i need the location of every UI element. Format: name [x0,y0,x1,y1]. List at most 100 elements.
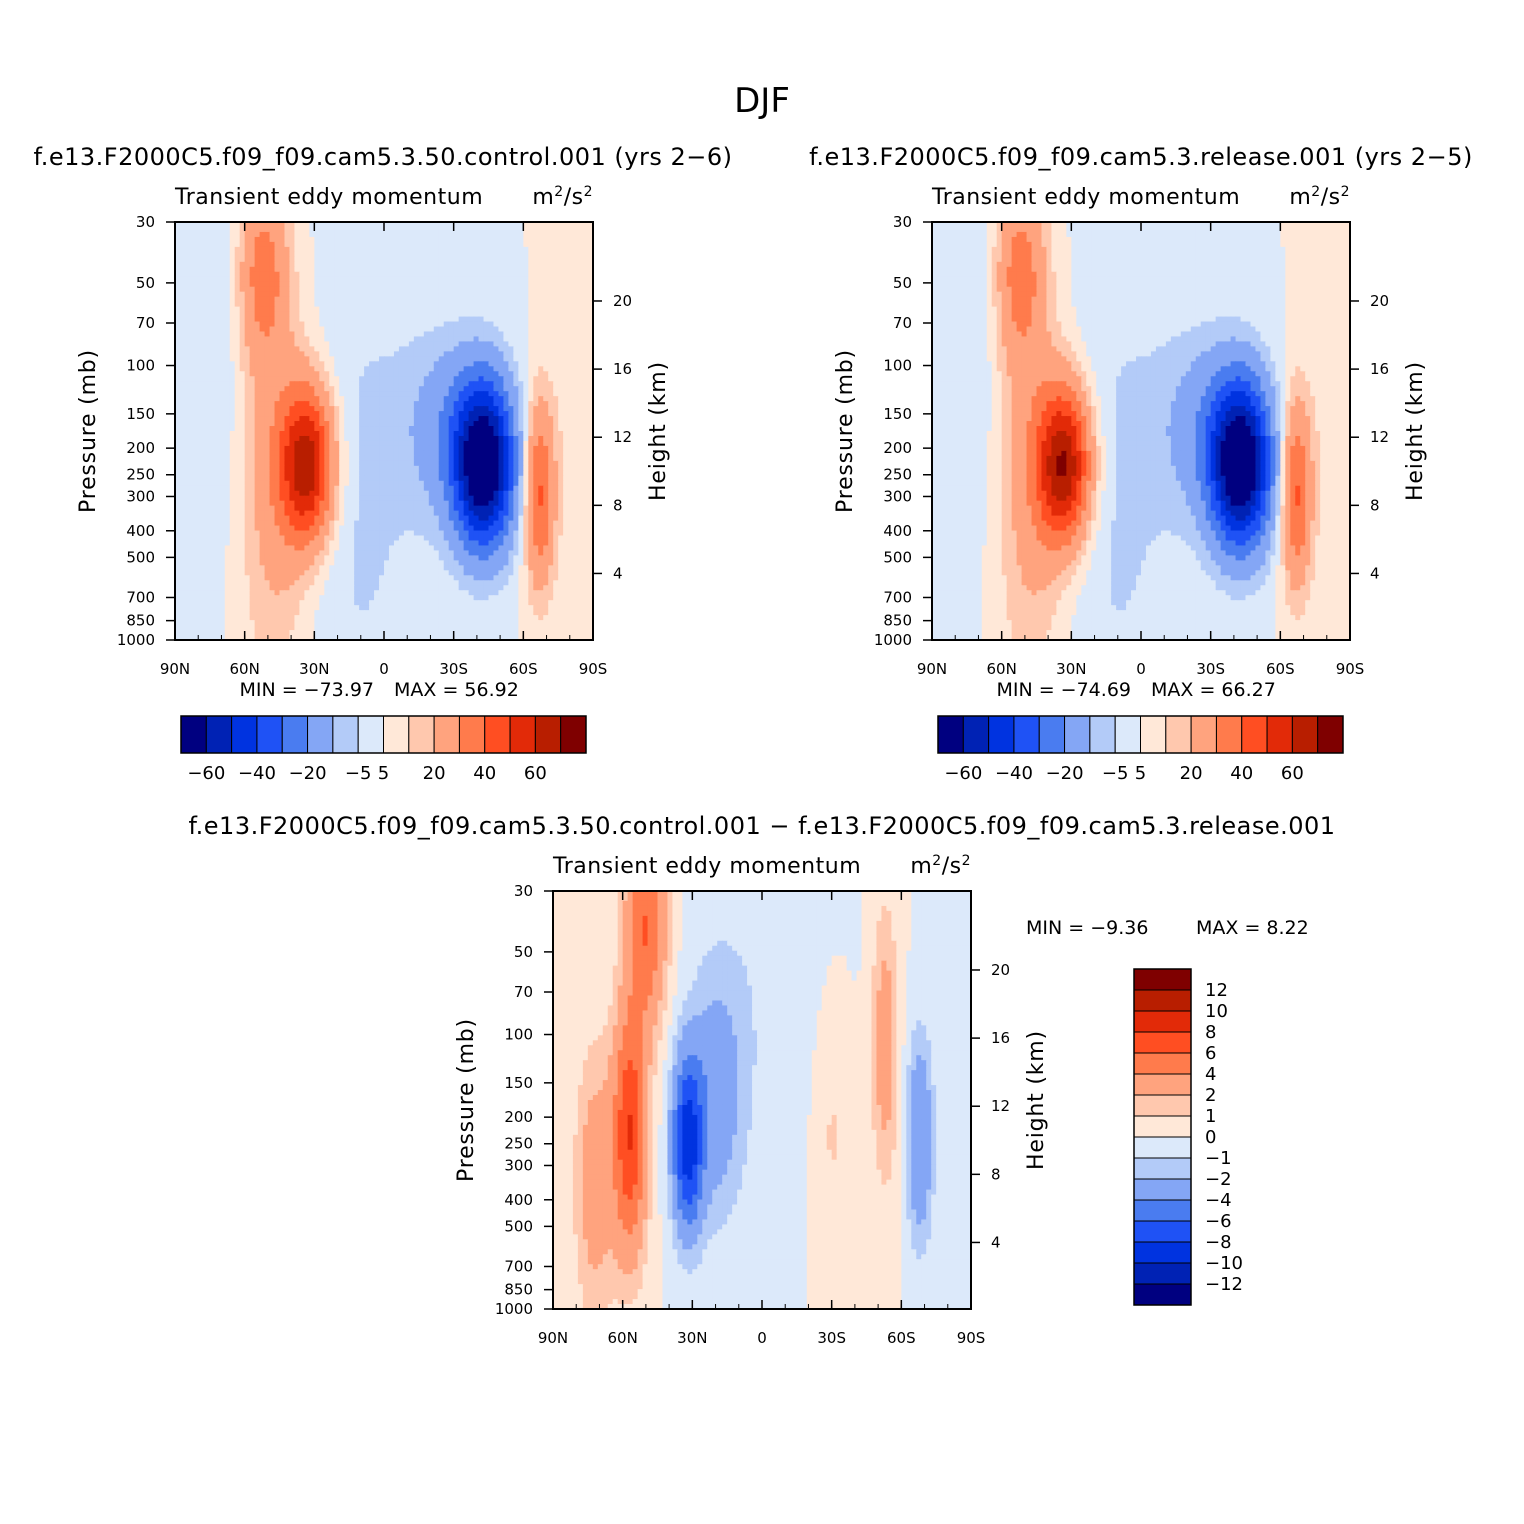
contour-cell [244,495,251,502]
contour-cell [249,351,256,357]
contour-cell [438,331,445,338]
contour-cell [334,480,340,487]
contour-cell [254,301,261,308]
contour-cell [433,470,440,477]
contour-cell [254,386,261,392]
contour-cell [214,416,221,422]
contour-cell [299,226,305,233]
contour-cell [244,226,251,233]
contour-cell [438,291,445,298]
contour-cell [558,301,564,308]
contour-cell [234,346,241,352]
contour-cell [483,440,490,447]
contour-cell [319,316,325,323]
contour-cell [393,256,400,263]
contour-cell [299,485,305,492]
contour-cell [184,356,191,362]
contour-cell [578,246,584,253]
contour-cell [219,450,226,457]
contour-cell [274,421,281,427]
contour-cell [374,480,380,487]
contour-cell [498,475,505,482]
contour-cell [393,376,400,382]
contour-cell [538,505,544,512]
contour-cell [204,440,211,447]
contour-cell [264,490,271,497]
contour-cell [379,455,385,462]
contour-cell [324,301,330,308]
contour-cell [388,510,395,517]
contour-cell [274,366,281,372]
contour-cell [428,386,435,392]
contour-cell [334,490,340,497]
contour-cell [329,371,335,377]
contour-cell [189,231,196,238]
contour-cell [528,376,534,382]
contour-cell [294,311,301,318]
contour-cell [513,236,519,243]
contour-cell [175,301,181,308]
contour-cell [558,505,564,512]
contour-cell [359,510,365,517]
contour-cell [498,426,505,432]
contour-cell [588,316,593,323]
contour-cell [259,361,266,367]
contour-cell [448,291,455,298]
contour-cell [568,460,574,467]
contour-cell [418,276,425,283]
contour-cell [413,222,420,228]
contour-cell [269,475,276,482]
contour-cell [219,500,226,507]
contour-cell [179,475,186,482]
contour-cell [533,460,539,467]
contour-cell [264,361,271,367]
contour-cell [244,465,251,472]
contour-cell [548,465,554,472]
contour-cell [204,450,211,457]
contour-cell [463,495,470,502]
contour-cell [458,465,465,472]
contour-cell [488,421,495,427]
contour-cell [209,401,216,407]
contour-cell [204,401,211,407]
contour-cell [384,231,390,238]
contour-cell [344,301,350,308]
contour-cell [443,510,450,517]
contour-cell [523,460,529,467]
contour-cell [493,346,500,352]
contour-cell [473,256,480,263]
contour-cell [553,301,559,308]
contour-cell [359,396,365,402]
contour-cell [175,366,181,372]
contour-cell [354,321,360,328]
contour-cell [578,276,584,283]
contour-cell [583,435,589,442]
contour-cell [503,311,510,318]
contour-cell [588,351,593,357]
contour-cell [264,450,271,457]
contour-cell [528,346,534,352]
contour-cell [344,470,350,477]
contour-cell [289,485,296,492]
contour-cell [508,241,514,248]
contour-cell [543,222,549,228]
contour-cell [543,311,549,318]
contour-cell [433,361,440,367]
contour-cell [543,366,549,372]
contour-cell [194,431,201,437]
contour-cell [369,406,375,412]
contour-cell [279,256,286,263]
contour-cell [294,336,301,343]
contour-cell [269,321,276,328]
contour-cell [299,341,305,348]
contour-cell [463,401,470,407]
contour-cell [418,401,425,407]
contour-cell [503,276,510,283]
contour-cell [329,361,335,367]
contour-cell [269,406,276,412]
contour-cell [379,361,385,367]
contour-cell [324,276,330,283]
contour-cell [553,321,559,328]
contour-cell [324,505,330,512]
contour-cell [364,226,370,233]
